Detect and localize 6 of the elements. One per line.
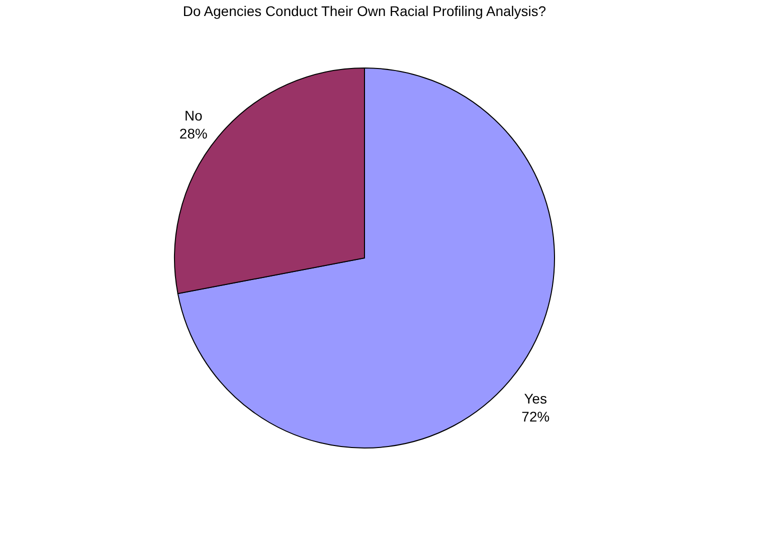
data-label: 28%: [179, 125, 208, 142]
data-label: 72%: [522, 408, 550, 425]
pie-slice: [177, 68, 555, 448]
slice-label: No: [184, 107, 203, 124]
chart-title: Do Agencies Conduct Their Own Racial Profiling Analysis?: [182, 3, 546, 19]
slice-label: Yes: [524, 390, 547, 407]
